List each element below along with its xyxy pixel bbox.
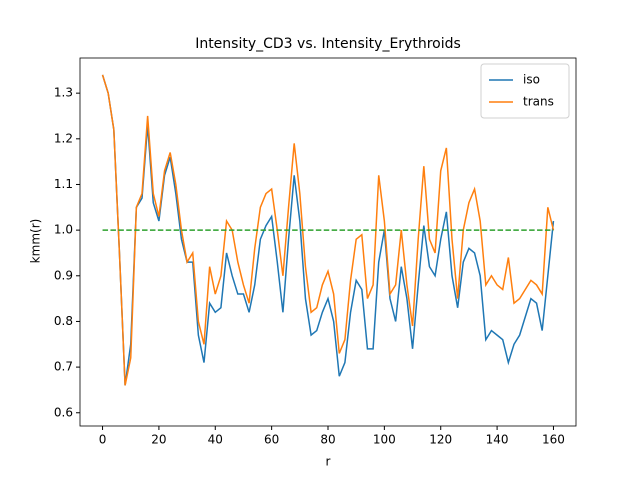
legend-label: iso bbox=[523, 73, 540, 87]
y-tick-label: 0.9 bbox=[54, 268, 73, 282]
chart-title: Intensity_CD3 vs. Intensity_Erythroids bbox=[195, 36, 461, 52]
x-tick-label: 160 bbox=[542, 433, 565, 447]
line-series bbox=[101, 74, 555, 386]
line-series bbox=[101, 74, 555, 386]
x-tick-label: 120 bbox=[429, 433, 452, 447]
x-tick-label: 60 bbox=[264, 433, 279, 447]
legend-box bbox=[480, 63, 570, 119]
y-tick-label: 0.7 bbox=[54, 360, 73, 374]
y-axis-label: kmm(r) bbox=[29, 219, 43, 264]
x-tick-label: 20 bbox=[151, 433, 166, 447]
x-tick-label: 40 bbox=[208, 433, 223, 447]
x-tick-label: 140 bbox=[486, 433, 509, 447]
x-tick-label: 0 bbox=[99, 433, 107, 447]
y-tick-label: 1.2 bbox=[54, 131, 73, 145]
x-tick-label: 100 bbox=[373, 433, 396, 447]
plot-frame bbox=[79, 57, 577, 427]
x-axis-label: r bbox=[326, 455, 331, 469]
x-tick-label: 80 bbox=[320, 433, 335, 447]
y-tick-label: 0.8 bbox=[54, 314, 73, 328]
y-tick-label: 1.1 bbox=[54, 177, 73, 191]
legend-label: trans bbox=[523, 95, 554, 109]
y-tick-label: 1.0 bbox=[54, 223, 73, 237]
y-tick-label: 1.3 bbox=[54, 86, 73, 100]
y-tick-label: 0.6 bbox=[54, 405, 73, 419]
